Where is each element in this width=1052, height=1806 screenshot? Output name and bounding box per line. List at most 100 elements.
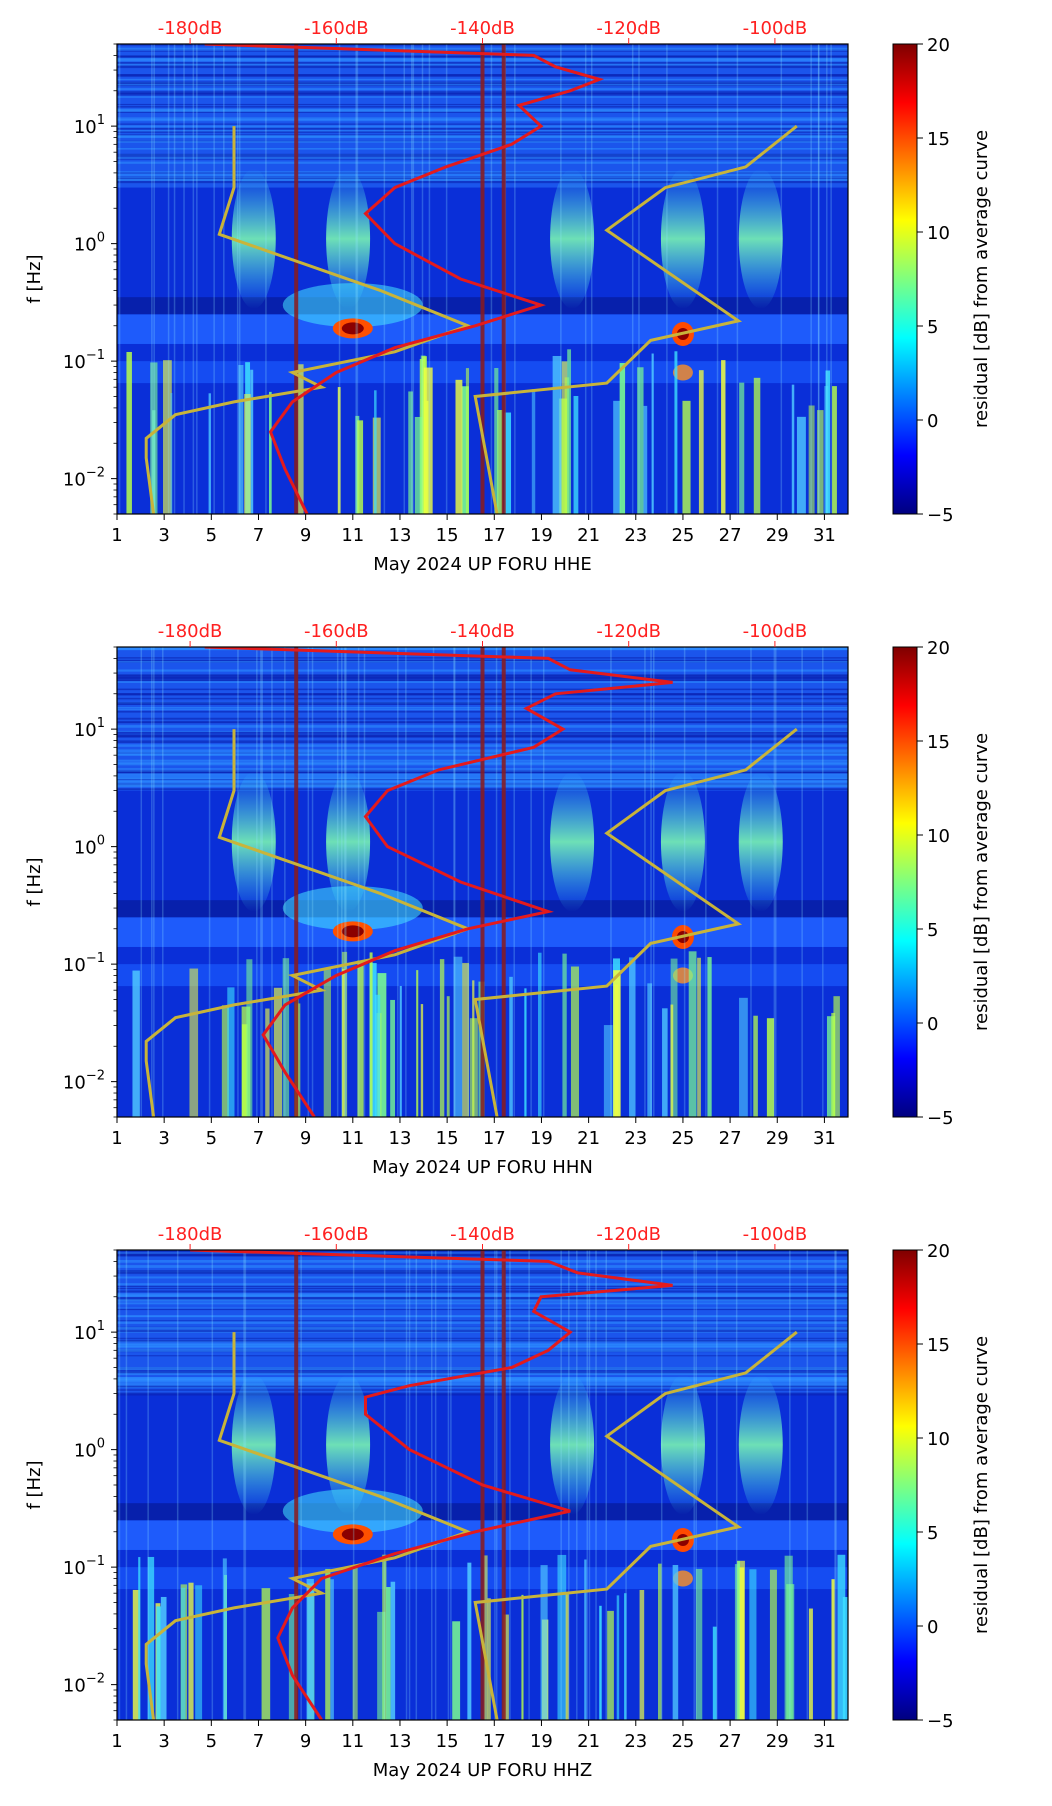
transient-line — [806, 1250, 809, 1720]
lf-streak — [504, 412, 512, 514]
transient-line — [735, 1250, 738, 1720]
lf-streak — [672, 1564, 679, 1720]
lf-streak — [557, 1554, 567, 1720]
transient-line — [431, 1250, 433, 1720]
y-tick-label: 10−2 — [63, 1672, 105, 1697]
transient-line — [271, 647, 273, 1117]
x-tick-label: 11 — [341, 1731, 364, 1752]
transient-line — [625, 1250, 627, 1720]
y-tick-exponent: −1 — [86, 1554, 105, 1569]
transient-line — [153, 647, 155, 1117]
lf-streak — [446, 996, 450, 1117]
x-tick-label: 21 — [577, 1128, 600, 1149]
lf-streak — [562, 953, 567, 1117]
y-tick-base: 10 — [74, 1323, 97, 1344]
lf-streak — [521, 1594, 524, 1720]
lf-streak — [613, 970, 621, 1117]
noise-blob — [738, 168, 783, 309]
transient-line — [830, 44, 832, 514]
lf-streak — [637, 367, 644, 514]
lf-streak — [265, 1008, 270, 1117]
transient-line — [584, 44, 587, 514]
transient-line — [357, 647, 360, 1117]
transient-line — [453, 647, 455, 1117]
transient-line — [817, 44, 820, 514]
lf-streak — [808, 405, 815, 514]
transient-line — [610, 647, 612, 1117]
lf-streak — [241, 1024, 248, 1117]
transient-line — [834, 1250, 836, 1720]
y-tick-base: 10 — [74, 235, 97, 256]
lf-streak — [227, 987, 235, 1117]
lf-streak — [341, 968, 345, 1117]
y-tick-label: 10−1 — [63, 348, 105, 373]
lf-streak — [552, 355, 562, 514]
noise-blob — [326, 168, 371, 309]
y-tick-exponent: 0 — [97, 834, 105, 849]
transient-line — [237, 647, 239, 1117]
x-tick-label: 5 — [206, 1128, 217, 1149]
y-tick-label: 10−2 — [63, 1069, 105, 1094]
day-marker-line — [501, 44, 506, 514]
y-tick-label: 100 — [74, 231, 105, 256]
high-noise-model-line — [473, 727, 798, 1117]
lf-streak — [662, 1008, 668, 1117]
db-axis-label: -100dB — [743, 18, 808, 39]
transient-line — [705, 647, 707, 1117]
transient-line — [467, 647, 470, 1117]
x-tick-label: 7 — [253, 1128, 264, 1149]
transient-line — [284, 647, 286, 1117]
lf-streak — [831, 1579, 835, 1720]
transient-line — [450, 1250, 452, 1720]
x-tick-label: 29 — [766, 1731, 789, 1752]
transient-line — [789, 1250, 791, 1720]
lf-streak — [452, 1621, 461, 1720]
transient-line — [265, 44, 267, 514]
transient-line — [716, 44, 719, 514]
lf-streak — [147, 1556, 155, 1720]
lf-streak — [739, 382, 745, 514]
lf-streak — [832, 386, 837, 514]
lf-streak — [639, 1589, 645, 1720]
lf-streak — [282, 958, 290, 1117]
x-tick-label: 29 — [766, 1128, 789, 1149]
lf-streak — [221, 1005, 229, 1117]
lf-streak — [670, 958, 678, 1117]
lf-streak — [390, 999, 395, 1117]
colorbar-label: residual [dB] from average curve — [971, 130, 992, 428]
x-tick-label: 29 — [766, 525, 789, 546]
colorbar-tick-label: 5 — [927, 1523, 938, 1544]
lf-streak — [420, 1004, 424, 1117]
transient-line — [631, 44, 634, 514]
day-marker-line — [501, 647, 506, 1117]
x-tick-label: 17 — [483, 1731, 506, 1752]
lf-streak — [462, 962, 469, 1117]
db-axis-label: -120dB — [596, 1224, 661, 1245]
lf-streak — [837, 1554, 846, 1720]
y-tick-label: 101 — [74, 113, 105, 138]
transient-line — [780, 44, 783, 514]
lf-streak — [698, 370, 704, 514]
transient-line — [196, 44, 198, 514]
x-tick-label: 25 — [671, 1731, 694, 1752]
y-tick-label: 10−1 — [63, 1554, 105, 1579]
transient-line — [213, 44, 215, 514]
y-axis-label: f [Hz] — [24, 857, 45, 906]
y-tick-exponent: 0 — [97, 1437, 105, 1452]
x-tick-label: 23 — [624, 1128, 647, 1149]
lf-streak — [531, 389, 536, 514]
y-tick-label: 10−2 — [63, 466, 105, 491]
transient-line — [835, 1250, 837, 1720]
lf-streak — [796, 416, 806, 514]
transient-line — [211, 1250, 214, 1720]
lf-streak — [658, 1563, 662, 1720]
lf-streak — [386, 1587, 391, 1720]
transient-line — [118, 1250, 121, 1720]
transient-line — [528, 1250, 530, 1720]
db-axis-label: -180dB — [158, 1224, 223, 1245]
x-tick-label: 13 — [389, 1731, 412, 1752]
x-tick-label: 27 — [719, 1128, 742, 1149]
lf-streak — [647, 983, 653, 1117]
